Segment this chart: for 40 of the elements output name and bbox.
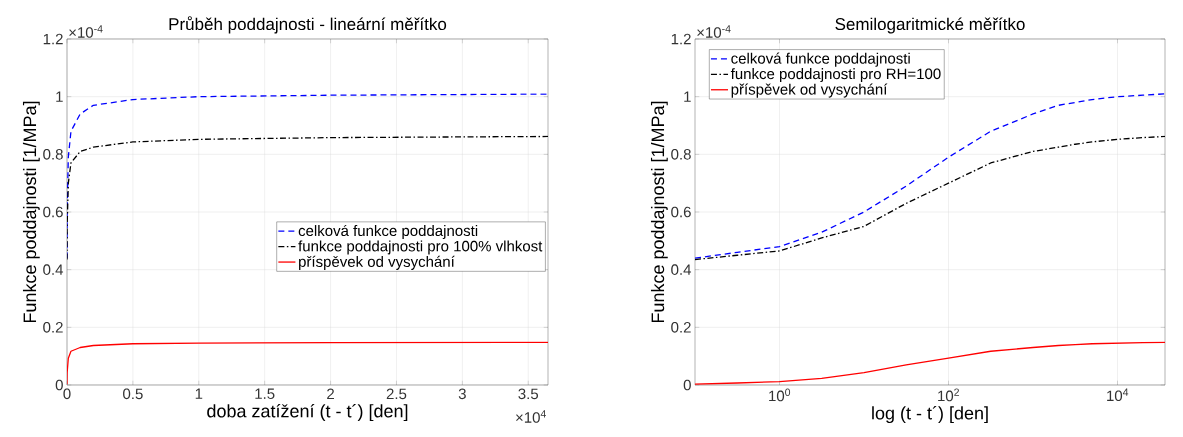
line-series [67,341,549,385]
legend-label: příspěvek od vysychání [731,83,888,98]
legend-label: celková funkce poddajnosti [731,52,910,67]
y-tick-label: 1 [56,91,63,102]
text: ×10$^{-4}$ [697,25,731,38]
x-tick-label: 2 [327,388,334,400]
y-tick-label: 0.2 [43,322,63,333]
text: ×10$^{4}$ [516,410,546,423]
x-axis-title: log (t - t´) [den] [872,406,988,424]
y-tick-label: 0.6 [43,206,63,218]
y-tick-label: 0 [683,379,691,391]
y-tick-label: 0.2 [671,322,691,333]
y-axis-title: Funkce poddajnosti [1/MPa] [650,101,668,323]
y-axis-title: Funkce poddajnosti [1/MPa] [22,101,40,323]
x-tick-label: 3.5 [518,388,539,400]
y-tick-label: 0.4 [43,264,64,275]
y-tick-label: 0.4 [671,264,692,275]
x-tick-label: 0.5 [123,388,143,400]
x-tick-label: 10$^{2}$ [938,388,959,402]
y-tick-label: 0.8 [671,149,691,160]
y-tick-label: 0.8 [43,149,63,160]
legend-label: příspěvek od vysychání [299,255,455,270]
x-tick-label: 3 [458,388,466,400]
legend-label: celková funkce poddajnosti [298,224,478,240]
y-tick-label: 0.6 [671,206,691,218]
y-tick-label: 1.2 [43,33,63,45]
x-tick-label: 10$^{4}$ [1107,388,1129,402]
chart-title: Průběh poddajnosti - lineární měřítko [169,16,447,34]
legend-label: funkce poddajnosti pro 100% vlhkost [298,240,543,255]
x-tick-label: 10$^{0}$ [769,388,791,402]
x-tick-label: 1 [195,388,203,399]
y-tick-label: 1.2 [671,33,691,45]
x-axis-title: doba zatížení (t - t´) [den] [207,404,408,422]
y-tick-label: 0 [55,379,63,391]
chart-title: Semilogaritmické měřítko [835,17,1025,34]
text: ×10$^{-4}$ [69,25,103,38]
x-tick-label: 1.5 [255,388,275,399]
y-tick-label: 1 [684,91,691,102]
x-tick-label: 2.5 [386,388,407,400]
legend-label: funkce poddajnosti pro RH=100 [730,68,941,83]
